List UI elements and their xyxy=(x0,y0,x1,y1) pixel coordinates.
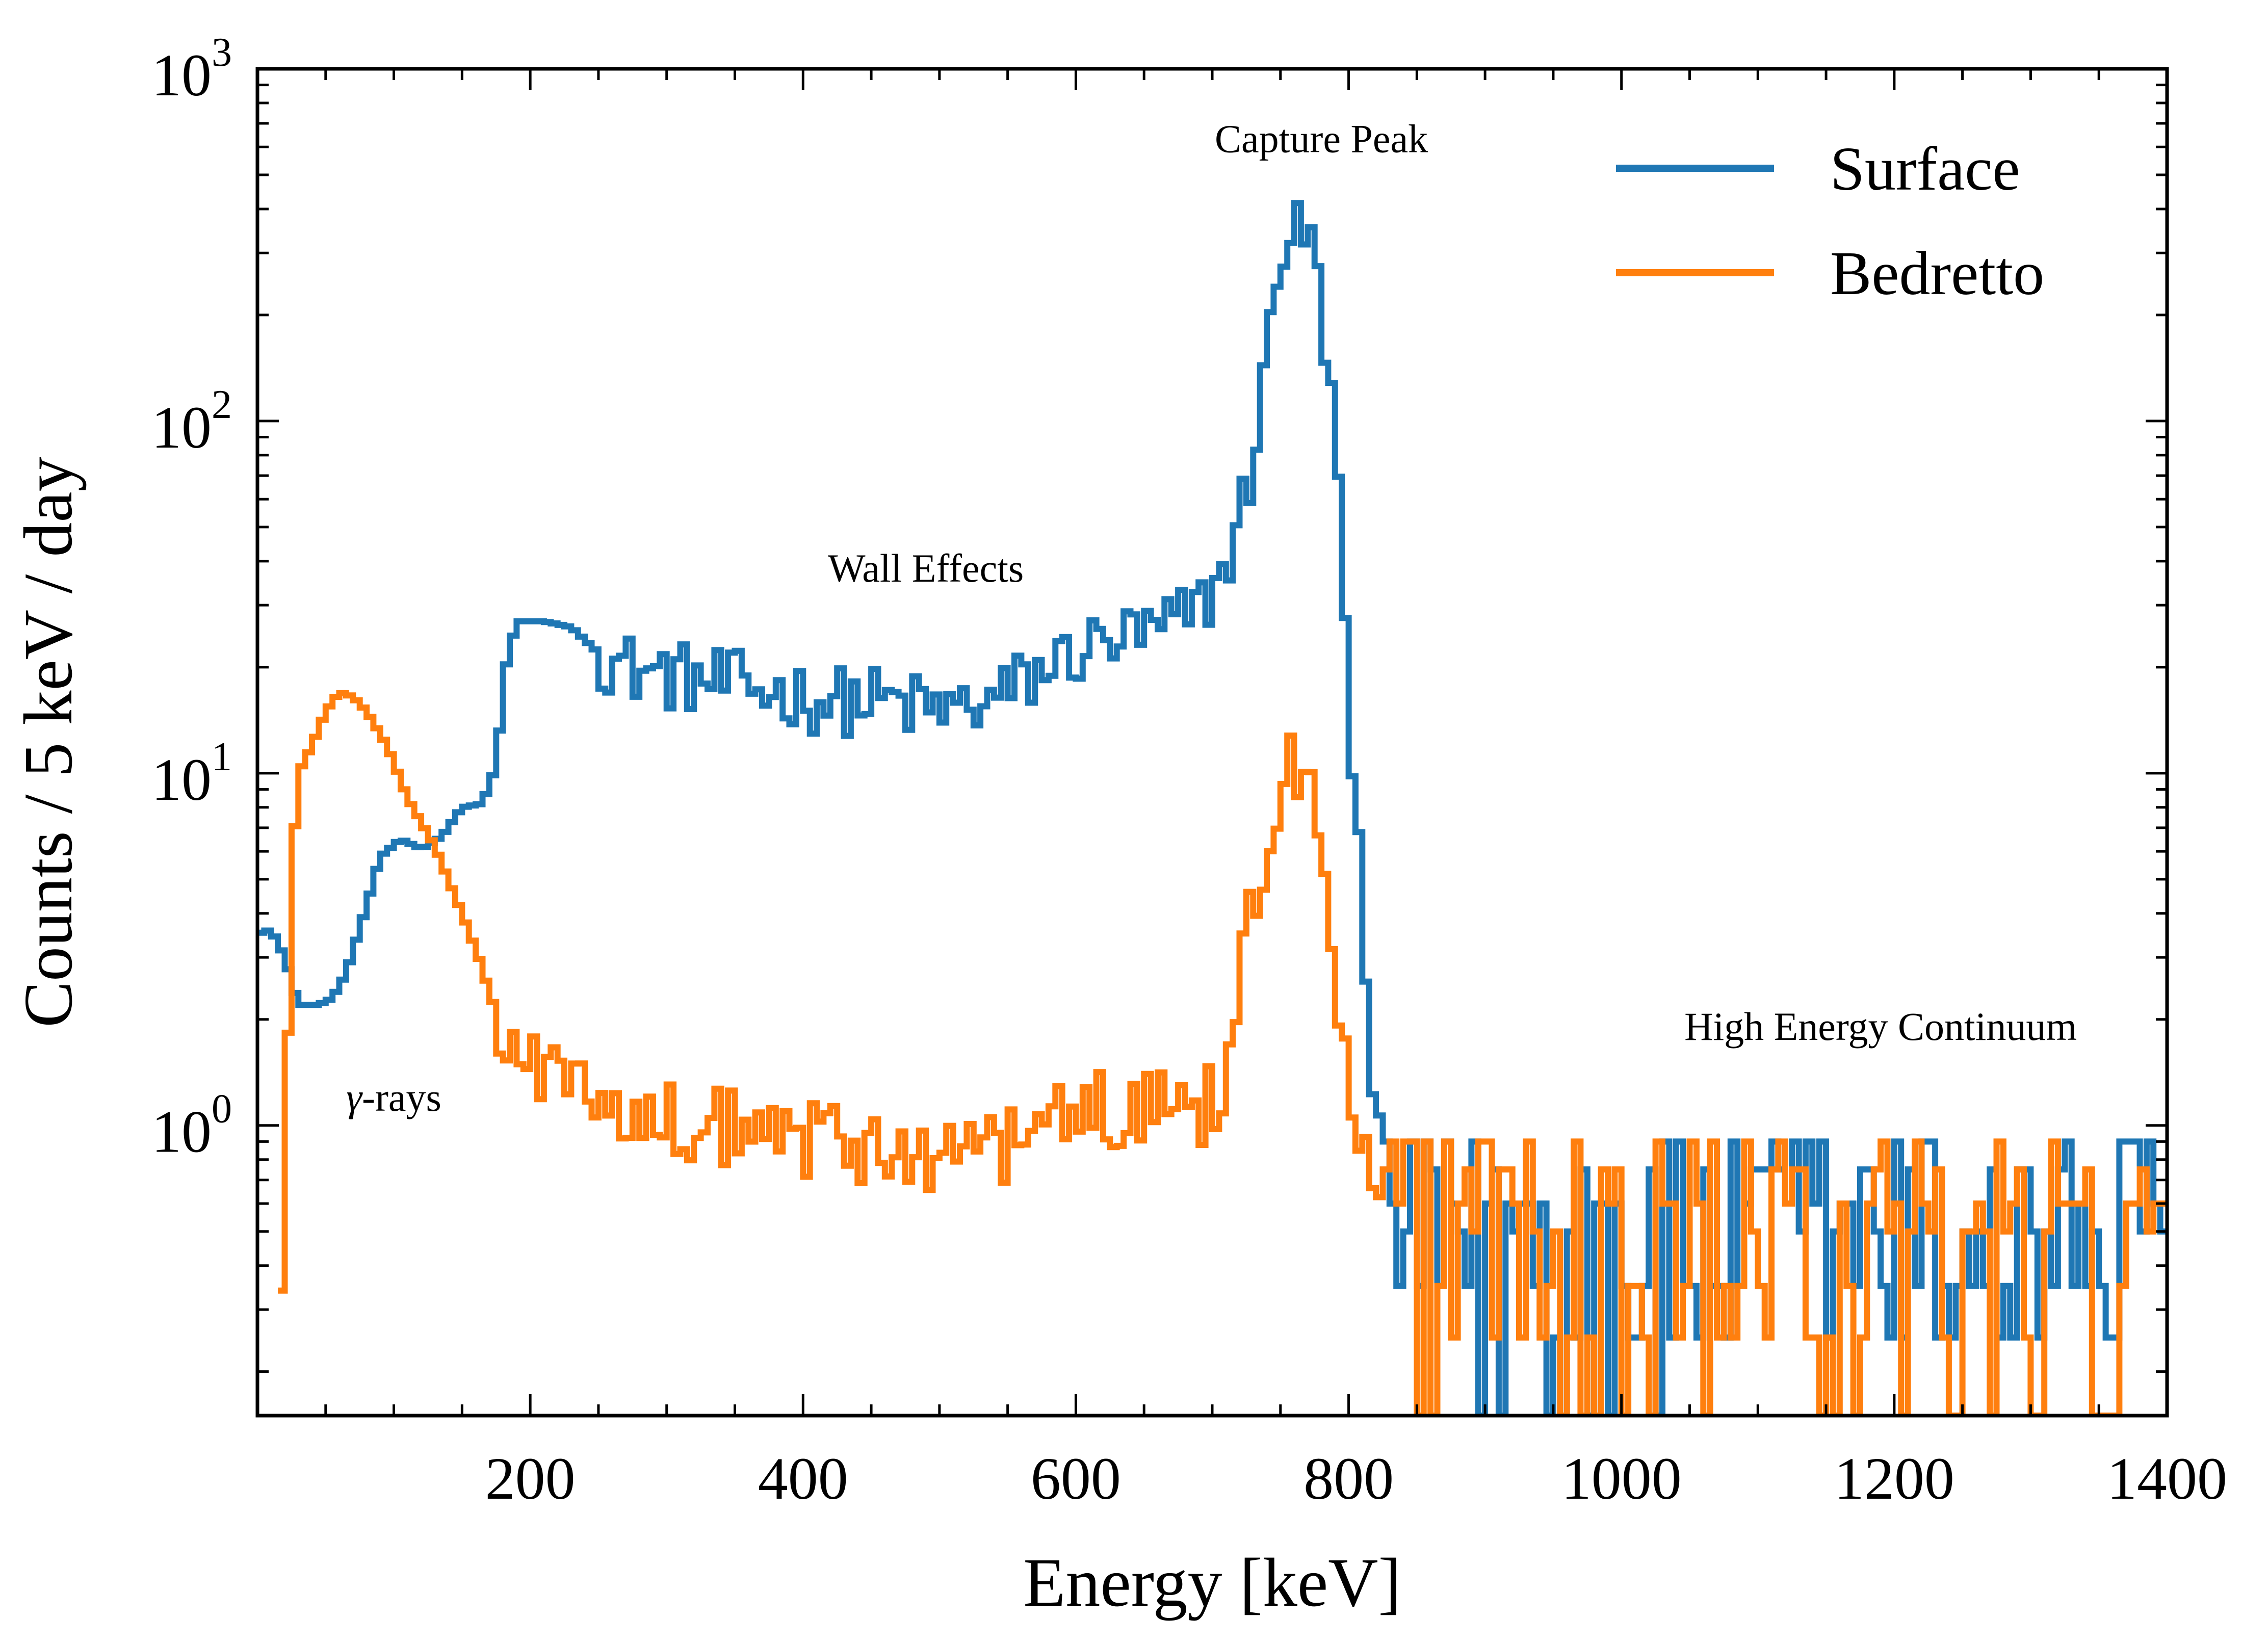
annotation-high-energy-continuum: High Energy Continuum xyxy=(1684,1004,2077,1049)
legend-label-surface: Surface xyxy=(1830,135,2020,203)
y-tick-exponent: 2 xyxy=(212,382,232,427)
legend-label-bedretto: Bedretto xyxy=(1830,239,2044,308)
x-tick-label: 200 xyxy=(485,1445,576,1512)
annotation-capture-peak: Capture Peak xyxy=(1215,116,1428,161)
x-tick-label: 800 xyxy=(1304,1445,1394,1512)
y-tick-exponent: 1 xyxy=(212,735,232,779)
y-tick-label: 102 xyxy=(151,382,232,461)
y-tick-label: 100 xyxy=(151,1087,232,1165)
x-tick-label: 1400 xyxy=(2107,1445,2227,1512)
y-tick-label: 103 xyxy=(151,30,232,109)
annotation-gamma-rays: γ-rays xyxy=(346,1075,441,1119)
series-line-bedretto xyxy=(278,690,2167,1416)
y-tick-exponent: 3 xyxy=(212,30,232,75)
annotation-wall-effects: Wall Effects xyxy=(828,546,1024,590)
plot-frame xyxy=(255,67,2169,1418)
x-tick-label: 600 xyxy=(1031,1445,1121,1512)
y-tick-base: 10 xyxy=(151,42,212,109)
y-tick-base: 10 xyxy=(151,394,212,461)
x-tick-label: 400 xyxy=(758,1445,848,1512)
y-tick-base: 10 xyxy=(151,1099,212,1165)
x-tick-labels: 200 400 600 800 1000 1200 1400 xyxy=(485,1445,2227,1512)
x-axis-label: Energy [keV] xyxy=(1023,1545,1401,1621)
gamma-symbol: γ xyxy=(346,1075,363,1119)
y-tick-base: 10 xyxy=(151,746,212,813)
gamma-rays-label: -rays xyxy=(362,1075,441,1119)
series-line-surface xyxy=(257,200,2167,1416)
legend: Surface Bedretto xyxy=(1616,135,2044,308)
series-layer xyxy=(257,200,2167,1416)
y-tick-label: 101 xyxy=(151,735,232,813)
x-tick-label: 1000 xyxy=(1561,1445,1682,1512)
y-tick-exponent: 0 xyxy=(212,1087,232,1132)
x-tick-label: 1200 xyxy=(1834,1445,1954,1512)
y-axis-label: Counts / 5 keV / day xyxy=(10,457,87,1027)
